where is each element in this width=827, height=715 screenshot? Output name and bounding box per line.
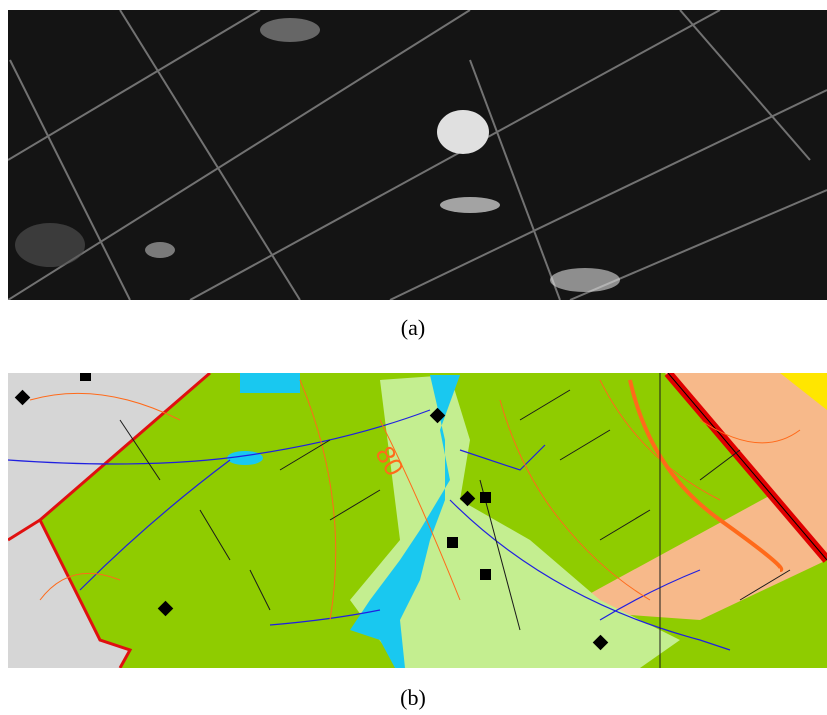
topographic-map: 80 [8, 373, 827, 668]
satellite-image [8, 10, 827, 300]
figure: (a) [0, 0, 827, 715]
caption: (a) [401, 315, 425, 340]
caption: (b) [400, 685, 426, 710]
